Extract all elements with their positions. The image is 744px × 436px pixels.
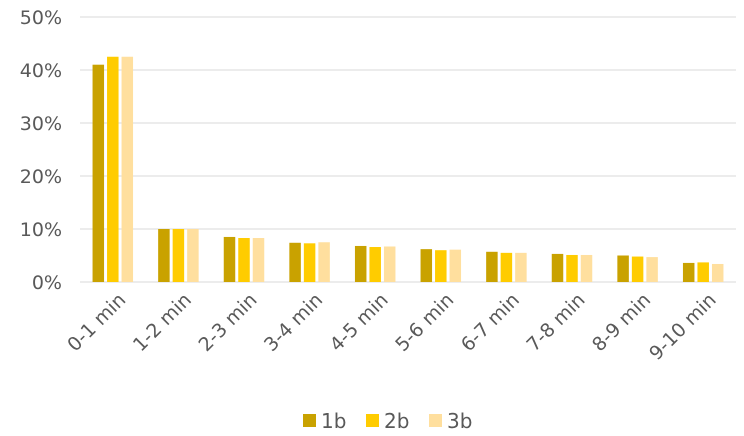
bar-2b-1-2-min — [172, 229, 185, 282]
y-tick-label: 30% — [20, 113, 62, 135]
x-tick-label: 5-6 min — [391, 289, 458, 356]
bar-2b-9-10-min — [697, 262, 709, 282]
bar-1b-6-7-min — [486, 251, 498, 282]
legend-label: 1b — [321, 409, 346, 433]
x-tick-label: 9-10 min — [645, 289, 721, 365]
bar-2b-8-9-min — [631, 256, 644, 282]
bar-1b-0-1-min — [92, 64, 105, 282]
bar-3b-6-7-min — [515, 252, 527, 282]
x-tick-label: 2-3 min — [194, 289, 261, 356]
bar-1b-7-8-min — [551, 253, 564, 282]
bar-1b-8-9-min — [617, 255, 629, 282]
x-tick-label: 3-4 min — [260, 289, 327, 356]
bar-3b-4-5-min — [383, 246, 396, 282]
x-tick-label: 8-9 min — [588, 289, 655, 356]
bar-3b-8-9-min — [646, 257, 658, 282]
bar-3b-3-4-min — [318, 242, 330, 282]
y-tick-label: 10% — [20, 219, 62, 241]
y-axis-ticks: 0% 10% 20% 30% 40% 50% — [20, 7, 62, 294]
y-tick-label: 20% — [20, 166, 62, 188]
x-tick-label: 7-8 min — [522, 289, 589, 356]
x-tick-label: 6-7 min — [457, 289, 524, 356]
x-tick-label: 1-2 min — [129, 289, 196, 356]
legend-label: 3b — [447, 409, 472, 433]
bar-1b-1-2-min — [158, 229, 170, 282]
bar-1b-3-4-min — [289, 242, 301, 282]
y-tick-label: 50% — [20, 7, 62, 29]
bar-2b-3-4-min — [303, 243, 316, 282]
legend: 1b 2b 3b — [303, 409, 472, 433]
bar-2b-4-5-min — [369, 247, 381, 282]
bar-1b-2-3-min — [223, 236, 236, 282]
bar-1b-4-5-min — [354, 245, 367, 282]
bar-3b-0-1-min — [121, 56, 134, 282]
legend-swatch — [429, 414, 442, 427]
y-tick-label: 40% — [20, 60, 62, 82]
bar-3b-2-3-min — [252, 238, 265, 282]
bar-2b-5-6-min — [435, 250, 447, 282]
bars — [92, 56, 724, 282]
x-tick-label: 4-5 min — [326, 289, 393, 356]
bar-3b-7-8-min — [580, 254, 593, 282]
bar-3b-5-6-min — [449, 249, 462, 282]
bar-2b-2-3-min — [238, 238, 250, 282]
bar-3b-9-10-min — [711, 263, 724, 282]
legend-swatch — [303, 414, 316, 427]
bar-1b-9-10-min — [682, 262, 695, 282]
y-tick-label: 0% — [32, 272, 62, 294]
bar-2b-0-1-min — [107, 56, 119, 282]
bar-2b-7-8-min — [566, 254, 578, 282]
bar-1b-5-6-min — [420, 249, 433, 282]
legend-swatch — [366, 414, 379, 427]
bar-3b-1-2-min — [187, 229, 199, 282]
bar-2b-6-7-min — [500, 252, 513, 282]
legend-label: 2b — [384, 409, 409, 433]
x-tick-label: 0-1 min — [63, 289, 130, 356]
